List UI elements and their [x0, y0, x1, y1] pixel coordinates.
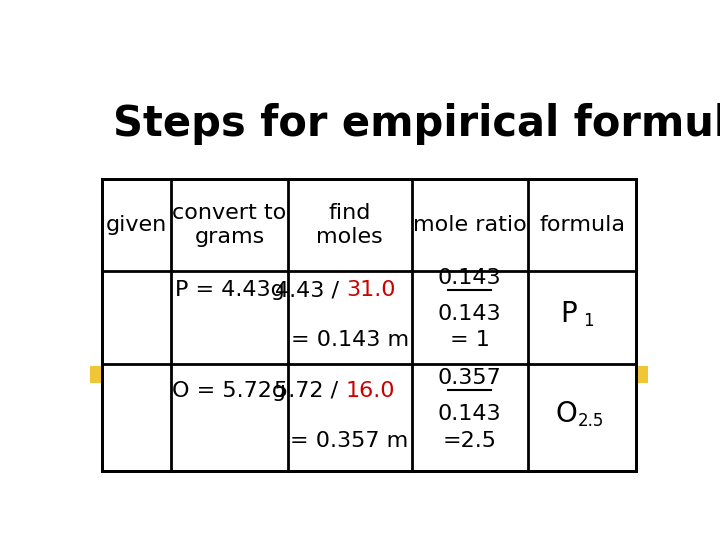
Text: =2.5: =2.5: [443, 430, 497, 450]
Text: 0.143: 0.143: [438, 403, 502, 423]
Text: = 1: = 1: [450, 330, 490, 350]
Text: 0.143: 0.143: [438, 268, 502, 288]
Text: 0.143: 0.143: [438, 303, 502, 323]
Text: given: given: [106, 215, 167, 235]
Text: O = 5.72g: O = 5.72g: [173, 381, 287, 401]
Text: = 0.357 m: = 0.357 m: [290, 430, 409, 450]
Text: 5.72 /: 5.72 /: [274, 381, 346, 401]
Text: Steps for empirical formulas: Steps for empirical formulas: [113, 103, 720, 145]
Text: P = 4.43g: P = 4.43g: [175, 280, 284, 300]
Text: 1: 1: [583, 312, 593, 330]
Bar: [102, 179, 636, 471]
Text: O: O: [556, 400, 577, 428]
Text: = 0.143 m: = 0.143 m: [291, 330, 409, 350]
Text: 2.5: 2.5: [578, 413, 605, 430]
Text: find
moles: find moles: [316, 204, 383, 247]
Text: 0.357: 0.357: [438, 368, 502, 388]
Text: formula: formula: [539, 215, 625, 235]
FancyBboxPatch shape: [90, 366, 648, 383]
Text: mole ratio: mole ratio: [413, 215, 526, 235]
Text: 31.0: 31.0: [346, 280, 395, 300]
Text: convert to
grams: convert to grams: [172, 204, 287, 247]
Text: P: P: [561, 300, 577, 327]
Text: 16.0: 16.0: [346, 381, 395, 401]
Text: 4.43 /: 4.43 /: [274, 280, 346, 300]
